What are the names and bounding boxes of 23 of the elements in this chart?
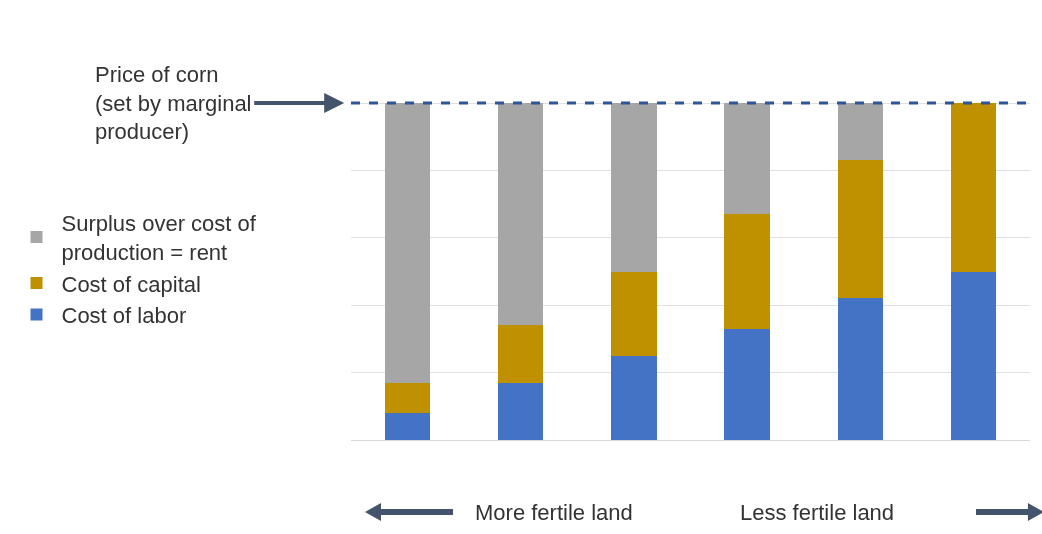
- bar: [724, 103, 770, 215]
- bar: [611, 271, 657, 356]
- bar: [498, 103, 544, 326]
- bar: [611, 103, 657, 272]
- bar: [950, 271, 997, 440]
- bar: [950, 103, 997, 272]
- bar: [384, 413, 431, 440]
- legend-label: Surplus over cost of production = rent: [61, 211, 257, 265]
- legend-label: Cost of labor: [61, 303, 187, 329]
- text: Less fertile land: [740, 500, 895, 525]
- bar: [837, 298, 883, 440]
- bar: [611, 355, 657, 440]
- bar: [384, 103, 431, 383]
- bar: [724, 214, 770, 329]
- bar: [384, 382, 431, 414]
- bar: [498, 382, 544, 440]
- bar: [837, 103, 883, 161]
- ref-line-label: Price of corn (set by marginal producer): [95, 62, 252, 145]
- text: More fertile land: [475, 500, 633, 525]
- bar: [724, 328, 770, 440]
- bar: [498, 325, 544, 383]
- legend-label: Cost of capital: [61, 271, 201, 297]
- bar: [837, 160, 883, 299]
